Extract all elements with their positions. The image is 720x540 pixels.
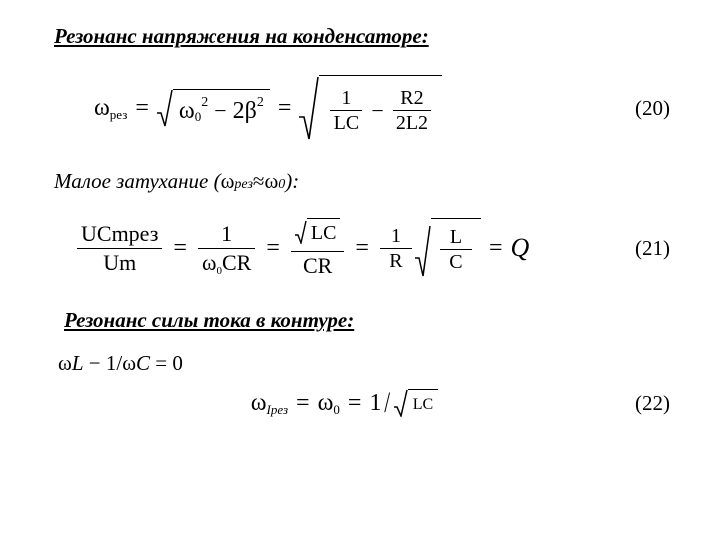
den-c-2: C xyxy=(449,251,462,273)
approx-symbol: ≈ xyxy=(253,169,265,193)
den-r-2: R xyxy=(389,250,402,272)
sub-zero-3: 0 xyxy=(216,265,222,277)
slash-symbol: / xyxy=(385,386,391,420)
equals-6: = xyxy=(489,235,503,262)
sub-cmres: Cmрез xyxy=(97,221,159,246)
equation-number-21: (21) xyxy=(635,236,670,261)
heading-capacitor-resonance: Резонанс напряжения на конденсаторе: xyxy=(54,24,670,49)
small-damping-text: Малое затухание (ωрез≈ω0): xyxy=(54,169,670,194)
sub-omega-1: ω xyxy=(221,169,235,193)
equals-3: = xyxy=(173,235,187,262)
omega-symbol-2: ω xyxy=(251,391,267,415)
sub-zero-4: 0 xyxy=(333,403,340,416)
sqrt-2: 1 LC − R2 2L2 xyxy=(299,75,442,141)
sqrt-1: ω02 − 2β2 xyxy=(157,89,270,127)
sup-sq-2: 2 xyxy=(257,96,264,110)
omega-symbol-3: ω xyxy=(318,391,334,415)
equals-8: = xyxy=(348,390,362,417)
den-c: C xyxy=(222,250,237,275)
den-cr: CR xyxy=(303,253,332,278)
sub-zero-1: 0 xyxy=(195,110,202,123)
num-lc: LC xyxy=(311,222,337,244)
sub-res-2: рез xyxy=(234,177,253,192)
equals-4: = xyxy=(266,235,280,262)
num-r: R xyxy=(400,87,413,109)
q-symbol: Q xyxy=(511,235,530,261)
sub-prefix: Малое затухание ( xyxy=(54,169,221,193)
omega-symbol: ω xyxy=(94,96,110,120)
omega0-symbol: ω xyxy=(179,99,195,123)
equals-5: = xyxy=(355,235,369,262)
equation-number-22: (22) xyxy=(635,391,670,416)
equation-number-20: (20) xyxy=(635,96,670,121)
den-u: U xyxy=(103,250,119,275)
den-r: R xyxy=(237,250,252,275)
equals-1: = xyxy=(135,95,149,122)
lc-symbol: LC xyxy=(413,396,433,414)
sub-suffix: ): xyxy=(285,169,299,193)
minus-2: − xyxy=(371,98,383,124)
equation-20-formula: ωрез = ω02 − 2β2 = 1 xyxy=(54,75,635,141)
sup-sq-3: 2 xyxy=(414,87,424,109)
equals-7: = xyxy=(296,390,310,417)
equals-2: = xyxy=(278,95,292,122)
num-l: L xyxy=(450,226,462,248)
frac-1-over-r: 1 R xyxy=(380,224,412,273)
heading-current-resonance: Резонанс силы тока в контуре: xyxy=(64,308,670,333)
resonance-condition: ωL − 1/ωC = 0 xyxy=(58,351,670,376)
equation-20-row: ωрез = ω02 − 2β2 = 1 xyxy=(54,75,670,141)
frac-sqrtlc-over-cr: LC CR xyxy=(291,216,345,280)
sqrt-l-over-c: L C xyxy=(415,218,481,278)
equation-21-row: UCmрез Um = 1 ω0CR = LC CR xyxy=(54,216,670,280)
equation-21-formula: UCmрез Um = 1 ω0CR = LC CR xyxy=(54,216,635,280)
minus-1: − xyxy=(214,100,226,122)
frac-1-over-lc: 1 LC xyxy=(330,86,362,135)
sub-ires: Iрез xyxy=(267,403,289,416)
sub-m: m xyxy=(119,250,136,275)
frac-r2-over-2l2: R2 2L2 xyxy=(393,86,431,135)
frac-ucmres-over-um: UCmрез Um xyxy=(77,220,162,277)
num-one: 1 xyxy=(338,86,354,110)
num-one-2: 1 xyxy=(217,220,236,248)
two-1: 2 xyxy=(233,99,245,123)
one-symbol: 1 xyxy=(369,391,381,415)
den-l: L xyxy=(406,112,418,134)
den-lc: LC xyxy=(334,112,360,134)
sqrt-lc: LC xyxy=(394,389,438,417)
equation-22-row: ωIрез = ω0 = 1 / LC (22) xyxy=(54,386,670,420)
num-u-1: U xyxy=(81,221,97,246)
frac-1-over-w0cr: 1 ω0CR xyxy=(198,220,255,277)
equation-22-formula: ωIрез = ω0 = 1 / LC xyxy=(54,386,635,420)
frac-l-over-c: L C xyxy=(440,225,472,274)
sup-sq-4: 2 xyxy=(418,112,428,134)
den-omega: ω xyxy=(202,250,216,275)
num-one-3: 1 xyxy=(388,224,404,248)
sup-sq-1: 2 xyxy=(201,96,208,110)
den-two: 2 xyxy=(396,112,406,134)
beta-symbol: β xyxy=(245,99,257,123)
sub-res: рез xyxy=(110,108,128,121)
sub-omega-2: ω xyxy=(264,169,278,193)
